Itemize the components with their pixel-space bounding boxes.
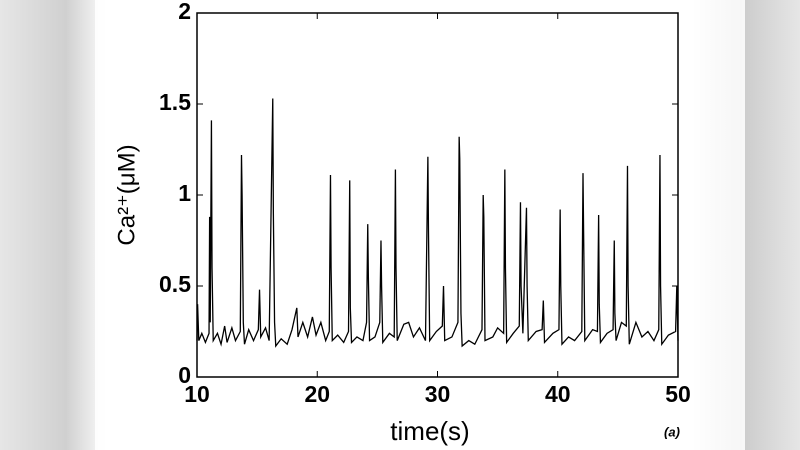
annotation: (a) — [664, 424, 680, 439]
x-tick-label: 40 — [545, 381, 571, 407]
x-tick-label: 10 — [184, 381, 210, 407]
x-tick-label: 20 — [304, 381, 330, 407]
y-tick-label: 1.5 — [159, 89, 191, 115]
y-tick-label: 0 — [178, 362, 191, 388]
panel — [95, 0, 745, 450]
line — [196, 98, 679, 348]
x-tick-label: 30 — [425, 381, 451, 407]
y-tick-label: 0.5 — [159, 271, 191, 297]
x-tick-label: 50 — [665, 381, 691, 407]
y-tick-label: 2 — [178, 0, 191, 24]
y-axis-label: Ca²⁺(μM) — [113, 144, 140, 245]
y-tick-label: 1 — [178, 180, 191, 206]
backdrop-left — [0, 0, 110, 450]
x-axis-label: time(s) — [390, 416, 469, 446]
